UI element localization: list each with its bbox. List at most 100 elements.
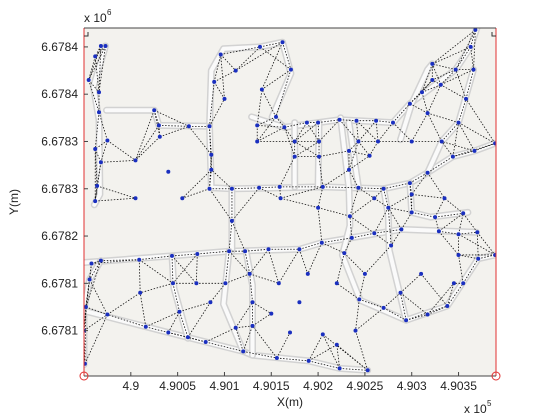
edge-21 bbox=[94, 162, 102, 202]
edge-28 bbox=[154, 109, 190, 127]
node-116 bbox=[409, 139, 414, 144]
edge-155 bbox=[258, 187, 281, 199]
edge-169 bbox=[383, 188, 389, 208]
edge-45 bbox=[220, 46, 261, 55]
edge-114 bbox=[228, 220, 233, 252]
edge-223 bbox=[85, 306, 108, 315]
edge-230 bbox=[107, 292, 141, 315]
edge-210 bbox=[358, 273, 366, 300]
plot-area bbox=[84, 28, 496, 376]
edge-250 bbox=[336, 344, 341, 369]
node-75 bbox=[404, 318, 409, 323]
edge-277 bbox=[364, 245, 392, 275]
edge-300 bbox=[458, 98, 467, 123]
edge-315 bbox=[280, 186, 323, 199]
node-26 bbox=[354, 118, 359, 123]
node-72 bbox=[342, 251, 347, 256]
node-24 bbox=[316, 120, 321, 125]
edge-308 bbox=[411, 112, 428, 142]
edge-88 bbox=[431, 63, 442, 85]
edge-240 bbox=[205, 341, 244, 352]
node-12 bbox=[156, 123, 161, 128]
node-119 bbox=[430, 61, 435, 66]
edge-117 bbox=[245, 248, 269, 252]
edge-222 bbox=[89, 279, 108, 315]
node-100 bbox=[389, 243, 394, 248]
node-15 bbox=[207, 124, 212, 129]
node-13 bbox=[157, 134, 162, 139]
edge-46 bbox=[220, 54, 225, 99]
node-29 bbox=[407, 101, 412, 106]
edge-241 bbox=[235, 327, 244, 352]
node-20 bbox=[288, 67, 293, 72]
node-103 bbox=[445, 304, 450, 308]
node-144 bbox=[194, 281, 199, 286]
edge-212 bbox=[355, 299, 360, 331]
x-tick-label-1: 4.9005 bbox=[159, 379, 196, 393]
node-141 bbox=[180, 196, 185, 201]
edge-304 bbox=[455, 69, 467, 100]
node-33 bbox=[468, 44, 473, 49]
y-tick-label-5: 6.6781 bbox=[41, 276, 78, 290]
edge-108 bbox=[171, 255, 174, 284]
edge-232 bbox=[139, 292, 147, 327]
edge-264 bbox=[225, 273, 250, 284]
edge-229 bbox=[84, 306, 87, 364]
edge-61 bbox=[257, 125, 285, 128]
x-tick-label-2: 4.901 bbox=[209, 379, 239, 393]
node-90 bbox=[171, 281, 175, 286]
node-8 bbox=[95, 183, 100, 188]
node-19 bbox=[280, 40, 285, 45]
node-128 bbox=[288, 330, 292, 335]
edge-40 bbox=[213, 81, 225, 100]
edge-130 bbox=[351, 232, 375, 239]
edge-13 bbox=[100, 140, 108, 163]
node-92 bbox=[185, 335, 190, 340]
node-57 bbox=[407, 181, 412, 186]
edge-275 bbox=[388, 207, 412, 213]
edge-282 bbox=[446, 283, 455, 307]
edge-18 bbox=[100, 159, 136, 163]
node-22 bbox=[282, 125, 287, 130]
node-91 bbox=[177, 309, 182, 314]
edge-34 bbox=[135, 136, 161, 161]
node-134 bbox=[334, 281, 339, 286]
edge-75 bbox=[375, 120, 379, 142]
edge-258 bbox=[140, 282, 174, 294]
edge-201 bbox=[348, 150, 370, 157]
node-32 bbox=[453, 67, 458, 72]
node-67 bbox=[292, 139, 297, 144]
node-98 bbox=[247, 271, 252, 276]
node-123 bbox=[316, 205, 321, 210]
edge-299 bbox=[427, 112, 443, 142]
edge-134 bbox=[390, 229, 402, 246]
y-tick-label-6: 6.6781 bbox=[41, 324, 78, 338]
edge-317 bbox=[317, 207, 323, 243]
node-127 bbox=[269, 311, 274, 316]
node-78 bbox=[84, 305, 88, 309]
edge-296 bbox=[444, 197, 464, 214]
edge-4 bbox=[94, 45, 106, 57]
node-135 bbox=[222, 96, 227, 101]
edge-245 bbox=[276, 357, 309, 362]
edge-97 bbox=[455, 29, 476, 70]
edge-269 bbox=[252, 313, 272, 327]
node-108 bbox=[433, 215, 438, 220]
edge-29 bbox=[135, 110, 155, 161]
edge-165 bbox=[348, 169, 359, 189]
edge-44 bbox=[220, 54, 236, 71]
y-tick-label-2: 6.6783 bbox=[41, 134, 78, 148]
y-exponent-base: x 10 bbox=[84, 11, 107, 25]
node-66 bbox=[292, 154, 297, 159]
edge-172 bbox=[409, 172, 428, 184]
edge-319 bbox=[411, 194, 445, 199]
x-exponent-base: x 10 bbox=[464, 402, 487, 416]
node-16 bbox=[212, 79, 217, 84]
edge-80 bbox=[409, 92, 423, 104]
edge-76 bbox=[358, 120, 377, 142]
node-124 bbox=[372, 196, 377, 201]
edge-208 bbox=[336, 252, 345, 284]
edge-20 bbox=[96, 185, 136, 199]
edge-49 bbox=[259, 46, 292, 70]
